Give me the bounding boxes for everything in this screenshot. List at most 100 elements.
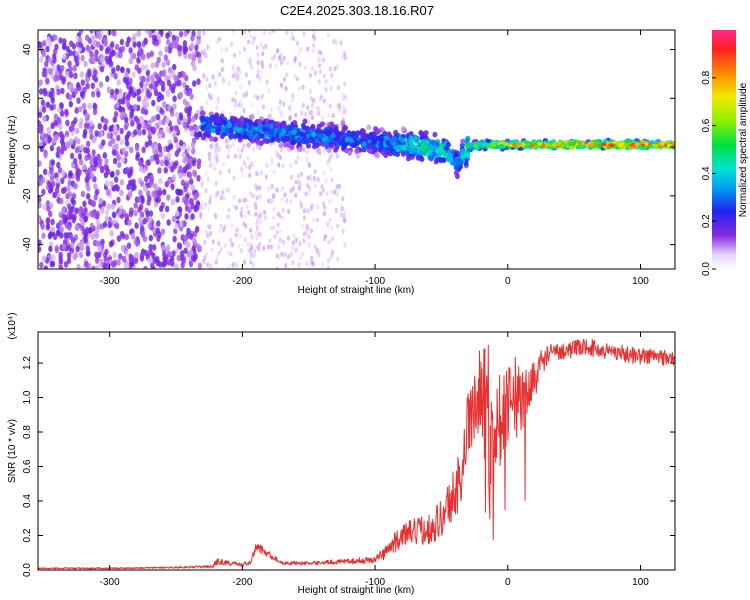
spectrogram-cell: [75, 173, 80, 180]
spectrogram-cell: [243, 259, 247, 265]
spectrogram-cell: [200, 124, 206, 131]
spectrogram-cell: [77, 41, 83, 48]
spectrogram-cell: [303, 111, 308, 117]
spectrogram-cell: [85, 76, 90, 84]
spectrogram-cell: [288, 107, 292, 113]
spectrogram-cell: [255, 195, 259, 201]
spectrogram-cell: [38, 216, 41, 224]
snr-series-line: [38, 338, 675, 570]
spectrogram-cell: [361, 141, 367, 147]
spectrogram-cell: [68, 206, 73, 214]
snr-x-label: Height of straight line (km): [298, 585, 415, 596]
snr-panel: -300 -200 -100 0 100 0.0 0.2 0.4 0.6 0.8 1.0 1.2 H…: [7, 312, 676, 596]
spectrogram-cell: [94, 49, 99, 56]
spectrogram-cell: [310, 260, 314, 266]
spectrogram-cell: [333, 189, 337, 196]
spectrogram-cell: [145, 30, 150, 35]
spectrogram-cell: [127, 190, 132, 198]
spectrogram-cell: [308, 72, 312, 78]
spectrogram-cell: [200, 110, 206, 117]
spectrogram-cell: [263, 210, 267, 216]
spectrogram-cell: [98, 197, 104, 205]
spectrogram-cell: [164, 180, 169, 188]
spectrogram-cell: [128, 47, 133, 54]
spectrogram-cell: [259, 133, 265, 139]
spectrogram-cell: [305, 149, 310, 155]
spectrogram-cell: [172, 103, 177, 110]
spectrogram-cell: [312, 30, 316, 34]
spectrogram-cell: [166, 79, 172, 87]
spectrogram-cell: [333, 147, 339, 153]
spectrogram-cell: [147, 139, 153, 146]
spectrogram-cell: [150, 62, 155, 69]
spectrogram-cell: [193, 131, 198, 138]
spectrogram-cell: [312, 175, 317, 182]
spectrogram-cell: [189, 198, 194, 206]
spectrogram-cell: [184, 213, 189, 220]
spectrogram-cell: [62, 42, 67, 49]
y-tick-label: 0.2: [22, 528, 33, 542]
spectrogram-cell: [401, 144, 406, 151]
spectrogram-cell: [317, 110, 321, 116]
spectrogram-cell: [178, 45, 183, 52]
spectrogram-cell: [256, 244, 260, 251]
spectrogram-cell: [251, 146, 256, 152]
spectrogram-cell: [151, 99, 156, 107]
spectrogram-cell: [211, 74, 215, 80]
spectrogram-cell: [72, 213, 77, 221]
spectrogram-cell: [311, 217, 315, 223]
spectrogram-cell: [244, 223, 248, 229]
spectrogram-cell: [298, 256, 302, 262]
spectrogram-cell: [175, 210, 180, 217]
x-tick-label: -100: [365, 577, 385, 588]
spectrogram-cell: [91, 55, 96, 63]
spectrogram-cell: [167, 66, 173, 74]
spectrogram-cell: [482, 142, 488, 147]
spectrogram-cell: [310, 66, 315, 72]
spectrogram-cell: [260, 68, 264, 74]
spectrogram-cell: [243, 46, 247, 53]
spectrogram-cell: [244, 92, 248, 98]
spectrogram-cell: [341, 126, 347, 132]
spectrogram-cell: [302, 208, 306, 214]
spectrogram-cell: [148, 234, 153, 242]
spectrogram-cell: [419, 156, 425, 162]
spectrogram-cell: [65, 119, 70, 127]
spectrogram-cell: [194, 226, 200, 233]
spectrogram-cell: [172, 235, 177, 243]
spectrogram-cell: [55, 74, 61, 81]
spectrogram-cell: [169, 125, 174, 132]
spectrogram-cell: [315, 217, 319, 223]
spectrogram-cell: [73, 72, 78, 80]
spectrogram-cell: [248, 56, 253, 62]
spectrogram-cell: [86, 193, 91, 200]
spectrogram-cell: [155, 73, 160, 80]
spectrogram-cell: [278, 237, 282, 243]
spectrogram-cell: [322, 211, 326, 217]
spectrogram-cell: [187, 172, 193, 179]
spectrogram-cell: [87, 46, 92, 53]
spectrogram-cell: [81, 102, 87, 110]
spectrogram-cell: [93, 156, 98, 164]
spectrogram-cell: [317, 57, 321, 63]
spectrogram-cell: [297, 262, 301, 268]
spectrogram-cell: [178, 172, 183, 179]
spectrogram-cell: [203, 239, 207, 245]
spectrogram-cell: [176, 242, 182, 249]
spectrogram-cell: [42, 40, 47, 47]
spectrogram-cell: [46, 205, 51, 212]
spectrogram-cell: [38, 41, 42, 48]
spectrogram-cell: [158, 178, 163, 185]
spectrogram-cell: [220, 126, 226, 133]
spectrogram-cell: [67, 191, 73, 198]
spectrogram-cell: [277, 244, 281, 250]
spectrogram-cell: [189, 125, 194, 132]
spectrogram-cell: [207, 151, 211, 157]
spectrogram-cell: [242, 143, 246, 149]
spectrogram-cell: [298, 62, 302, 68]
spectrogram-cell: [343, 51, 347, 57]
spectrogram-cell: [137, 196, 142, 203]
spectrogram-cell: [261, 126, 267, 132]
spectrogram-cell: [287, 208, 291, 214]
spectrogram-cell: [138, 159, 143, 167]
